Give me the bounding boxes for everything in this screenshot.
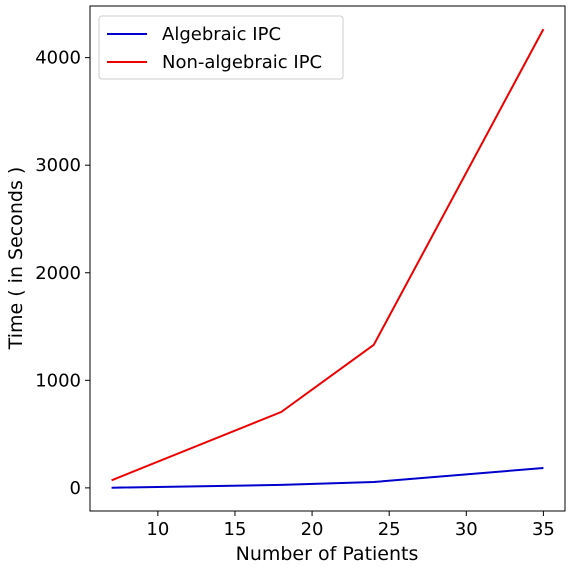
x-tick-label: 25 (378, 519, 401, 540)
x-tick-label: 10 (146, 519, 169, 540)
y-tick-label: 0 (70, 478, 81, 499)
legend-label: Algebraic IPC (162, 24, 281, 45)
legend-box (98, 15, 344, 80)
y-axis-label: Time ( in Seconds ) (5, 167, 27, 351)
x-tick-label: 15 (224, 519, 247, 540)
y-tick-label: 2000 (35, 263, 81, 284)
x-tick-label: 30 (455, 519, 478, 540)
x-tick-label: 35 (532, 519, 555, 540)
x-axis-ticks: 10 15 20 25 30 35 (146, 511, 555, 540)
legend: Algebraic IPC Non-algebraic IPC (98, 15, 344, 80)
series-line (111, 28, 545, 482)
series-line (111, 467, 544, 489)
plot-frame (89, 5, 566, 512)
y-axis-ticks: 0 1000 2000 3000 4000 (35, 48, 90, 499)
y-tick-label: 1000 (35, 370, 81, 391)
x-tick-label: 20 (301, 519, 324, 540)
y-tick-label: 3000 (35, 155, 81, 176)
series-layer (111, 28, 545, 489)
x-axis-label: Number of Patients (236, 543, 419, 565)
y-tick-label: 4000 (35, 48, 81, 69)
legend-label: Non-algebraic IPC (162, 52, 322, 73)
